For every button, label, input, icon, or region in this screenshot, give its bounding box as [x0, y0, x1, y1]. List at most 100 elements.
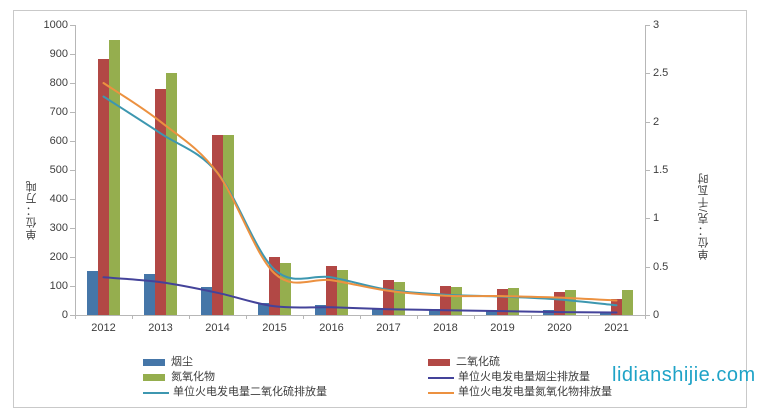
- bar-氮氧化物: [109, 40, 120, 315]
- right-axis-title: 单位：克/千瓦时: [698, 171, 710, 260]
- bar-烟尘: [258, 303, 269, 315]
- legend-item: 二氧化硫: [428, 356, 612, 369]
- legend-item: 氮氧化物: [143, 371, 327, 384]
- tick-mark: [645, 170, 650, 171]
- bar-二氧化硫: [497, 289, 508, 315]
- bar-烟尘: [315, 304, 326, 316]
- tick-mark: [70, 315, 75, 316]
- bar-氮氧化物: [622, 290, 633, 315]
- chart-frame: [13, 10, 747, 408]
- bar-氮氧化物: [508, 288, 519, 315]
- x-axis-label: 2017: [376, 322, 401, 334]
- right-axis-tick-label: 3: [653, 19, 660, 31]
- left-axis-tick-label: 600: [49, 135, 68, 147]
- bar-二氧化硫: [440, 286, 451, 315]
- tick-mark: [645, 73, 650, 74]
- x-axis-label: 2013: [148, 322, 173, 334]
- tick-mark: [70, 54, 75, 55]
- bar-氮氧化物: [223, 135, 234, 315]
- tick-mark: [531, 315, 532, 319]
- line-单位火电发电量二氧化硫排放量: [102, 95, 618, 307]
- x-axis-label: 2012: [91, 322, 116, 334]
- bar-烟尘: [144, 273, 155, 315]
- legend-label: 二氧化硫: [456, 356, 500, 368]
- tick-mark: [70, 112, 75, 113]
- legend-label: 单位火电发电量二氧化硫排放量: [173, 386, 327, 398]
- legend-swatch: [143, 391, 169, 394]
- line-series-svg: [102, 82, 618, 314]
- tick-mark: [75, 315, 76, 319]
- right-axis-tick-label: 1: [653, 212, 660, 225]
- bar-二氧化硫: [212, 135, 223, 315]
- legend-swatch: [143, 359, 165, 366]
- tick-mark: [303, 315, 304, 319]
- bar-二氧化硫: [383, 280, 394, 315]
- tick-mark: [70, 25, 75, 26]
- tick-mark: [70, 141, 75, 142]
- tick-mark: [70, 170, 75, 171]
- tick-mark: [645, 218, 650, 219]
- bar-氮氧化物: [280, 262, 291, 315]
- x-axis-label: 2019: [490, 322, 515, 334]
- legend-item: 单位火电发电量烟尘排放量: [428, 371, 612, 384]
- bar-氮氧化物: [337, 270, 348, 316]
- bar-二氧化硫: [326, 265, 337, 315]
- legend-label: 单位火电发电量氮氧化物排放量: [458, 386, 612, 398]
- line-单位火电发电量烟尘排放量: [102, 276, 618, 314]
- right-axis-tick-label: 1.5: [653, 164, 669, 176]
- bar-氮氧化物: [565, 289, 576, 315]
- tick-mark: [645, 122, 650, 123]
- left-axis-line: [75, 25, 76, 316]
- legend-item: 单位火电发电量氮氧化物排放量: [428, 386, 612, 399]
- legend-swatch: [428, 376, 454, 379]
- x-axis-label: 2014: [205, 322, 230, 334]
- bar-烟尘: [429, 308, 440, 315]
- left-axis-tick-label: 200: [49, 251, 68, 263]
- tick-mark: [645, 25, 650, 26]
- legend-swatch: [428, 359, 450, 366]
- bar-烟尘: [201, 286, 212, 315]
- legend-label: 氮氧化物: [171, 371, 215, 383]
- left-axis-tick-label: 400: [49, 193, 68, 205]
- legend-column-left: 烟尘氮氧化物单位火电发电量二氧化硫排放量: [143, 356, 327, 399]
- right-axis-tick-label: 2: [653, 115, 660, 128]
- x-axis-label: 2015: [262, 322, 287, 334]
- tick-mark: [70, 199, 75, 200]
- left-axis-tick-label: 700: [49, 106, 68, 118]
- x-axis-label: 2020: [547, 322, 572, 334]
- tick-mark: [417, 315, 418, 319]
- left-axis-tick-label: 1000: [43, 19, 68, 31]
- bar-氮氧化物: [166, 73, 177, 315]
- tick-mark: [189, 315, 190, 319]
- bar-二氧化硫: [269, 257, 280, 315]
- tick-mark: [246, 315, 247, 319]
- legend-item: 单位火电发电量二氧化硫排放量: [143, 386, 327, 399]
- tick-mark: [474, 315, 475, 319]
- left-axis-tick-label: 300: [49, 222, 68, 234]
- legend-label: 烟尘: [171, 356, 193, 368]
- legend-item: 烟尘: [143, 356, 327, 369]
- x-axis-label: 2016: [319, 322, 344, 334]
- tick-mark: [70, 257, 75, 258]
- line-单位火电发电量氮氧化物排放量: [102, 82, 618, 302]
- tick-mark: [70, 228, 75, 229]
- bar-二氧化硫: [155, 88, 166, 315]
- tick-mark: [70, 83, 75, 84]
- legend-column-right: 二氧化硫单位火电发电量烟尘排放量单位火电发电量氮氧化物排放量: [428, 356, 612, 399]
- left-axis-tick-label: 100: [49, 280, 68, 292]
- watermark: lidianshijie.com: [612, 364, 756, 386]
- right-axis-tick-label: 2.5: [653, 67, 669, 80]
- x-axis-label: 2018: [433, 322, 458, 334]
- legend-swatch: [428, 391, 454, 394]
- tick-mark: [588, 315, 589, 319]
- left-axis-tick-label: 500: [49, 164, 68, 176]
- bar-二氧化硫: [98, 58, 109, 315]
- bar-烟尘: [372, 307, 383, 315]
- right-axis-tick-label: 0.5: [653, 260, 669, 273]
- bar-氮氧化物: [451, 287, 462, 315]
- bar-烟尘: [486, 309, 497, 315]
- right-axis-tick-label: 0: [653, 309, 660, 321]
- bar-二氧化硫: [611, 299, 622, 315]
- left-axis-tick-label: 900: [49, 48, 68, 60]
- bar-烟尘: [87, 271, 98, 315]
